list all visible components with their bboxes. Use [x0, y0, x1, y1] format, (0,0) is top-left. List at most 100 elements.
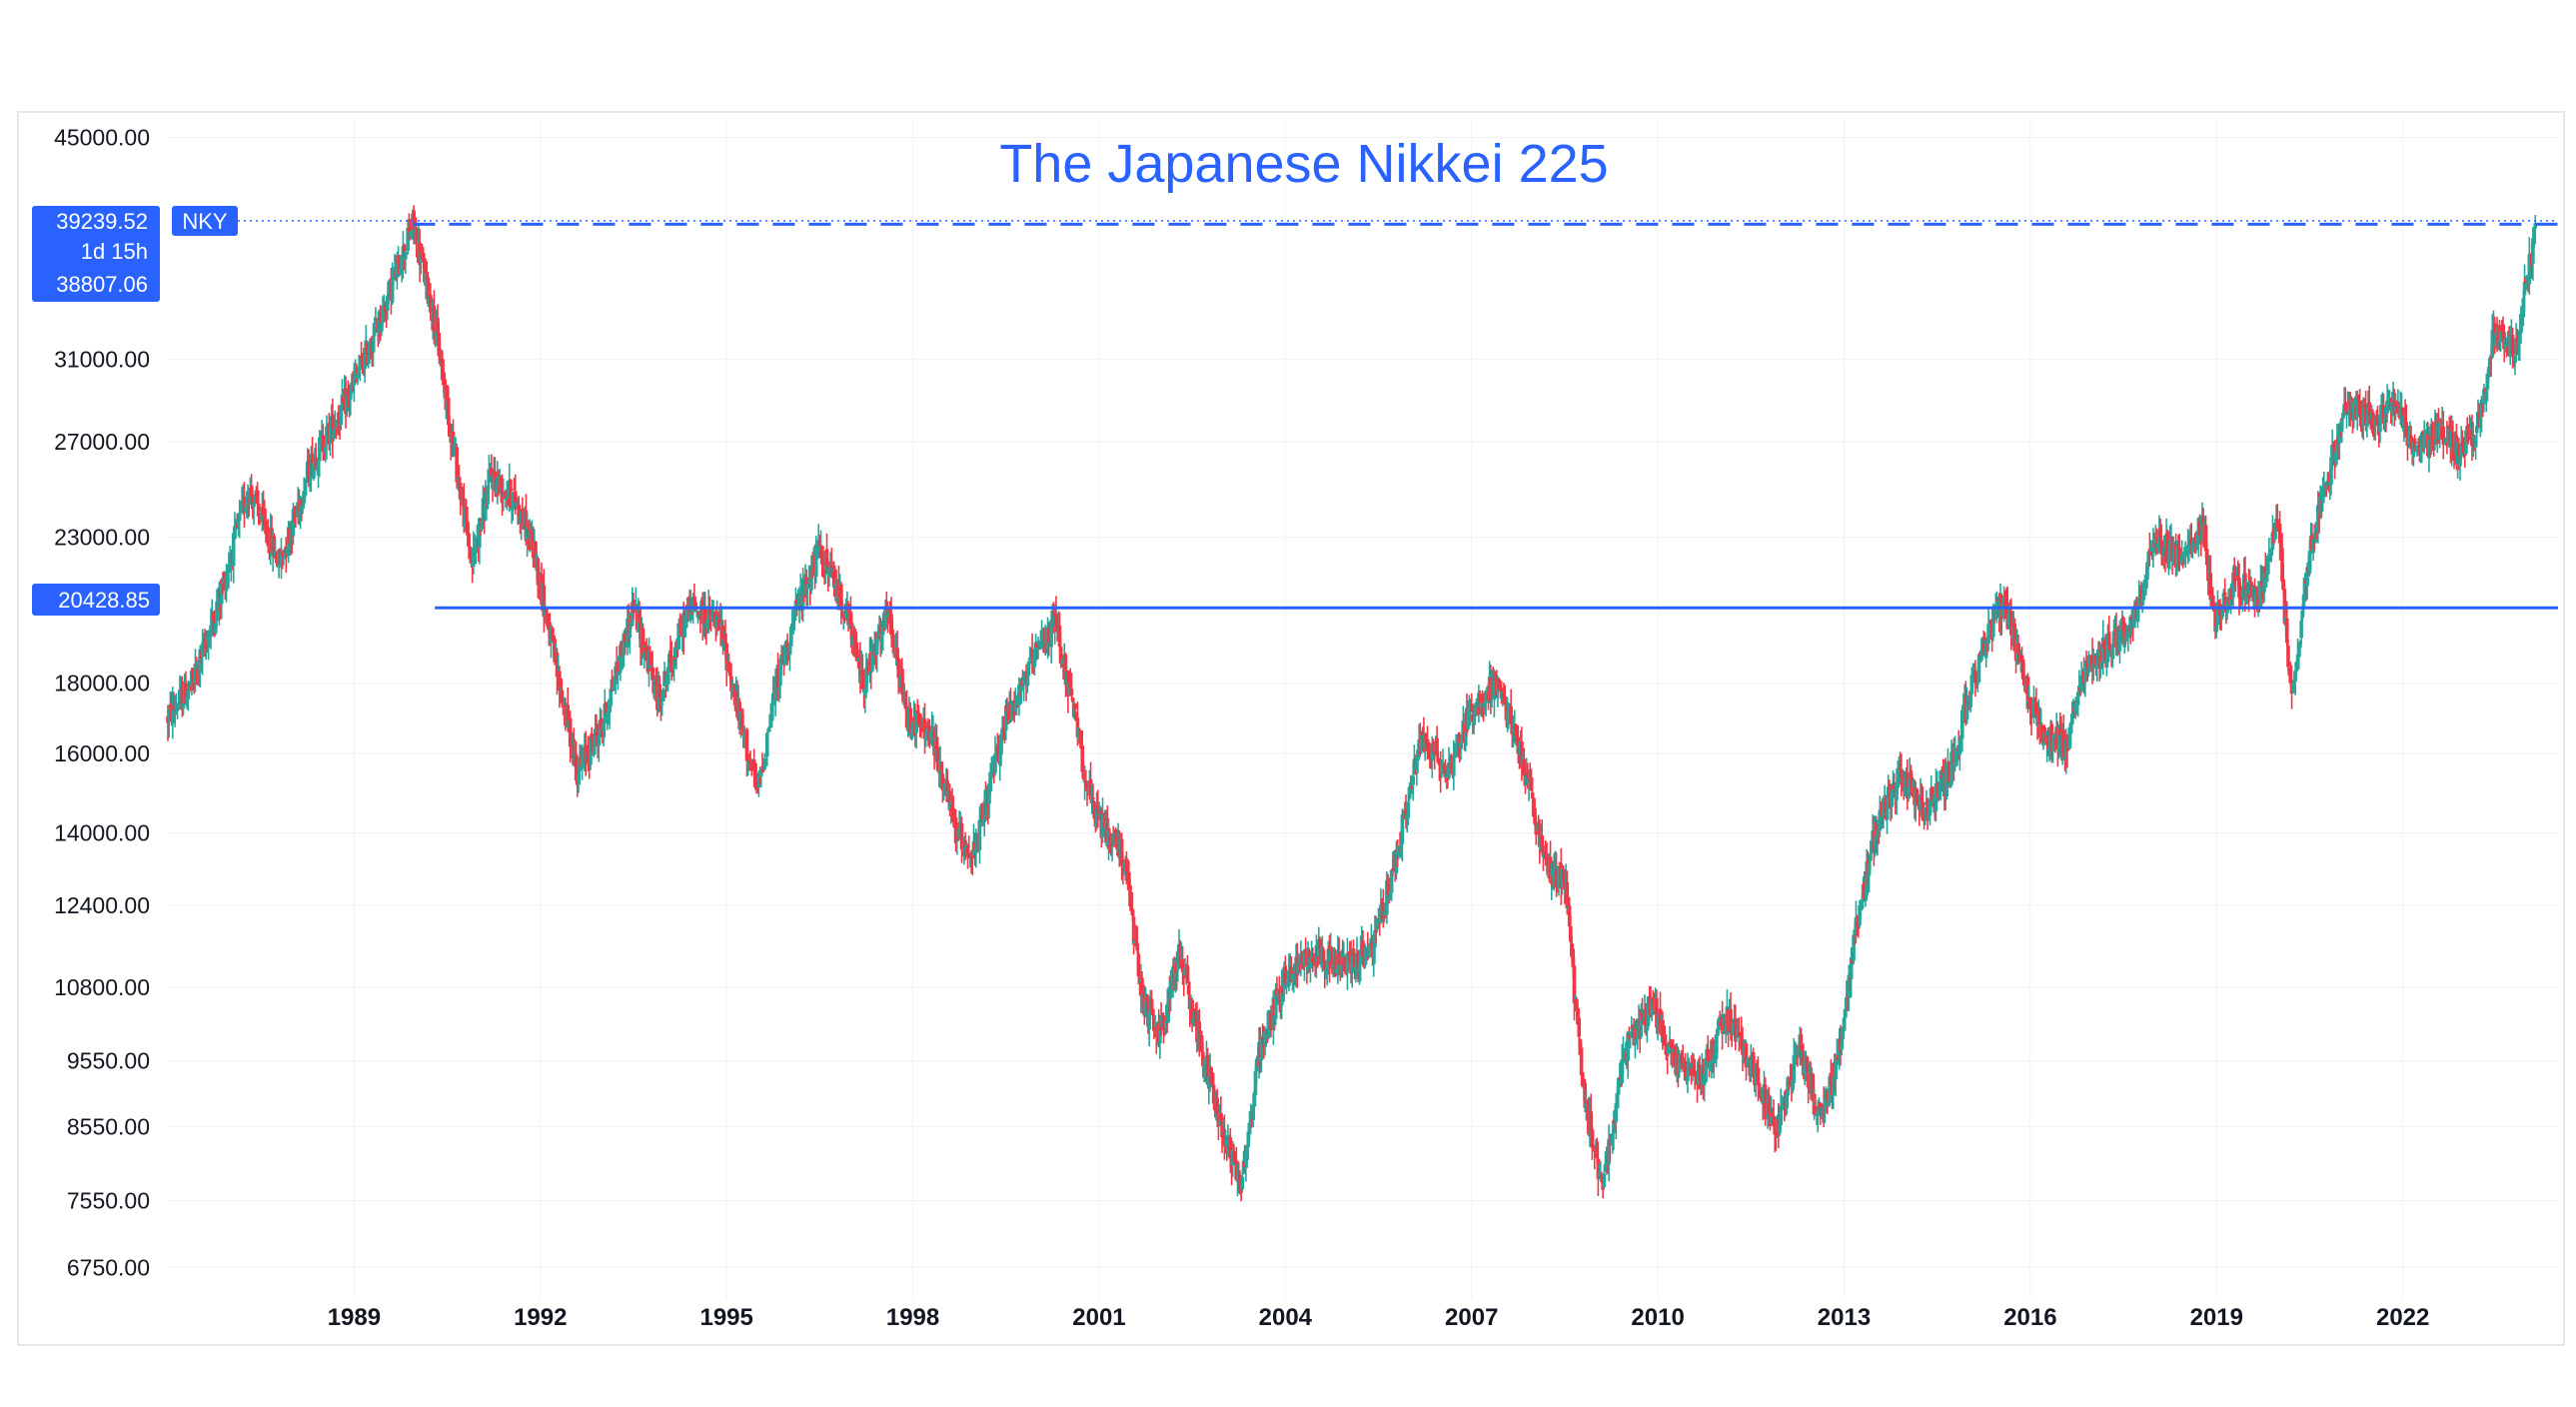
candle-body — [1828, 1076, 1832, 1103]
candle-body — [185, 698, 189, 705]
candle-body — [849, 623, 854, 649]
candle-body — [2464, 430, 2468, 454]
candle-body — [221, 585, 225, 587]
candle-body — [2498, 330, 2503, 343]
candle-body — [1124, 857, 1129, 871]
candle-body — [1921, 801, 1926, 820]
candle-body — [1968, 697, 1972, 707]
candle-body — [1636, 1030, 1640, 1040]
candle-body — [1954, 751, 1958, 754]
candle-body — [2409, 436, 2413, 446]
candle-body — [300, 500, 304, 507]
candle-body — [1961, 704, 1965, 713]
candle-body — [2102, 641, 2106, 650]
candle-body — [1600, 1175, 1604, 1179]
candle-body — [1354, 966, 1358, 971]
candle-body — [2017, 654, 2021, 657]
candle-body — [2331, 445, 2336, 448]
candle-body — [641, 628, 645, 654]
candle-body — [2292, 681, 2296, 684]
candle-body — [382, 305, 387, 308]
candle-body — [2288, 678, 2293, 681]
candle-body — [1273, 988, 1278, 1019]
candle-body — [2287, 669, 2291, 676]
candle-body — [1757, 1082, 1762, 1097]
candle-body — [438, 355, 443, 365]
candle-body — [2049, 723, 2054, 751]
candle-body — [1441, 762, 1445, 767]
candle-body — [2121, 617, 2125, 645]
candle-body — [1399, 843, 1404, 850]
candle-body — [1436, 757, 1441, 763]
candle-body — [919, 722, 923, 732]
candle-body — [1895, 781, 1899, 800]
candle-body — [262, 512, 267, 523]
candle-body — [1334, 969, 1339, 973]
candle-body — [901, 683, 905, 703]
candle-body — [2470, 429, 2474, 447]
candle-body — [1186, 984, 1191, 995]
candle-body — [927, 725, 932, 740]
candle-body — [2355, 398, 2360, 418]
candle-body — [798, 591, 803, 598]
candle-body — [1886, 786, 1891, 809]
candle-body — [1612, 1119, 1616, 1134]
candle-body — [474, 548, 479, 551]
candle-body — [1374, 929, 1378, 932]
candle-body — [2279, 540, 2283, 551]
candle-body — [870, 649, 874, 672]
candle-body — [235, 523, 240, 528]
candle-body — [542, 585, 547, 618]
candle-body — [426, 277, 431, 304]
candle-body — [1068, 680, 1073, 688]
candle-body — [659, 703, 664, 705]
candle-body — [2329, 457, 2333, 485]
candle-body — [1469, 704, 1474, 712]
candle-body — [1067, 683, 1071, 695]
candle-body — [1554, 868, 1559, 888]
candle-body — [1406, 801, 1411, 818]
candle-body — [198, 649, 203, 674]
candle-body — [424, 273, 428, 286]
candle-body — [307, 460, 311, 483]
candle-body — [1720, 1016, 1725, 1034]
candle-body — [2479, 399, 2484, 417]
candle-body — [843, 613, 848, 618]
candle-body — [473, 550, 477, 552]
candle-body — [2525, 278, 2529, 282]
candle-body — [1558, 862, 1562, 864]
candle-body — [191, 668, 195, 680]
candle-body — [225, 572, 230, 576]
candle-body — [997, 754, 1002, 763]
candle-body — [1584, 1102, 1589, 1110]
candle-body — [1312, 961, 1316, 964]
candle-body — [909, 732, 914, 736]
candle-body — [717, 617, 721, 621]
candle-body — [1078, 729, 1082, 735]
candle-body — [727, 671, 732, 674]
candle-body — [2510, 334, 2515, 355]
candle-body — [1663, 1037, 1668, 1041]
candle-body — [1973, 671, 1977, 684]
candle-body — [684, 607, 689, 619]
candle-body — [1368, 942, 1372, 949]
candle-body — [1983, 640, 1988, 659]
candle-body — [2244, 589, 2248, 604]
candle-body — [748, 761, 752, 764]
candle-body — [602, 722, 606, 731]
candle-body — [963, 840, 967, 847]
candle-body — [1416, 749, 1420, 760]
candle-body — [2371, 412, 2375, 429]
candle-body — [1000, 727, 1004, 733]
candle-body — [511, 492, 516, 511]
candle-body — [1885, 809, 1890, 817]
candle-body — [2348, 399, 2352, 410]
candle-body — [1046, 628, 1051, 643]
candle-body — [2519, 320, 2523, 334]
candle-body — [1969, 675, 1974, 695]
candle-body — [597, 735, 602, 746]
candle-body — [664, 674, 669, 686]
candle-body — [696, 611, 701, 616]
candle-body — [365, 342, 370, 364]
candle-body — [2140, 599, 2145, 604]
